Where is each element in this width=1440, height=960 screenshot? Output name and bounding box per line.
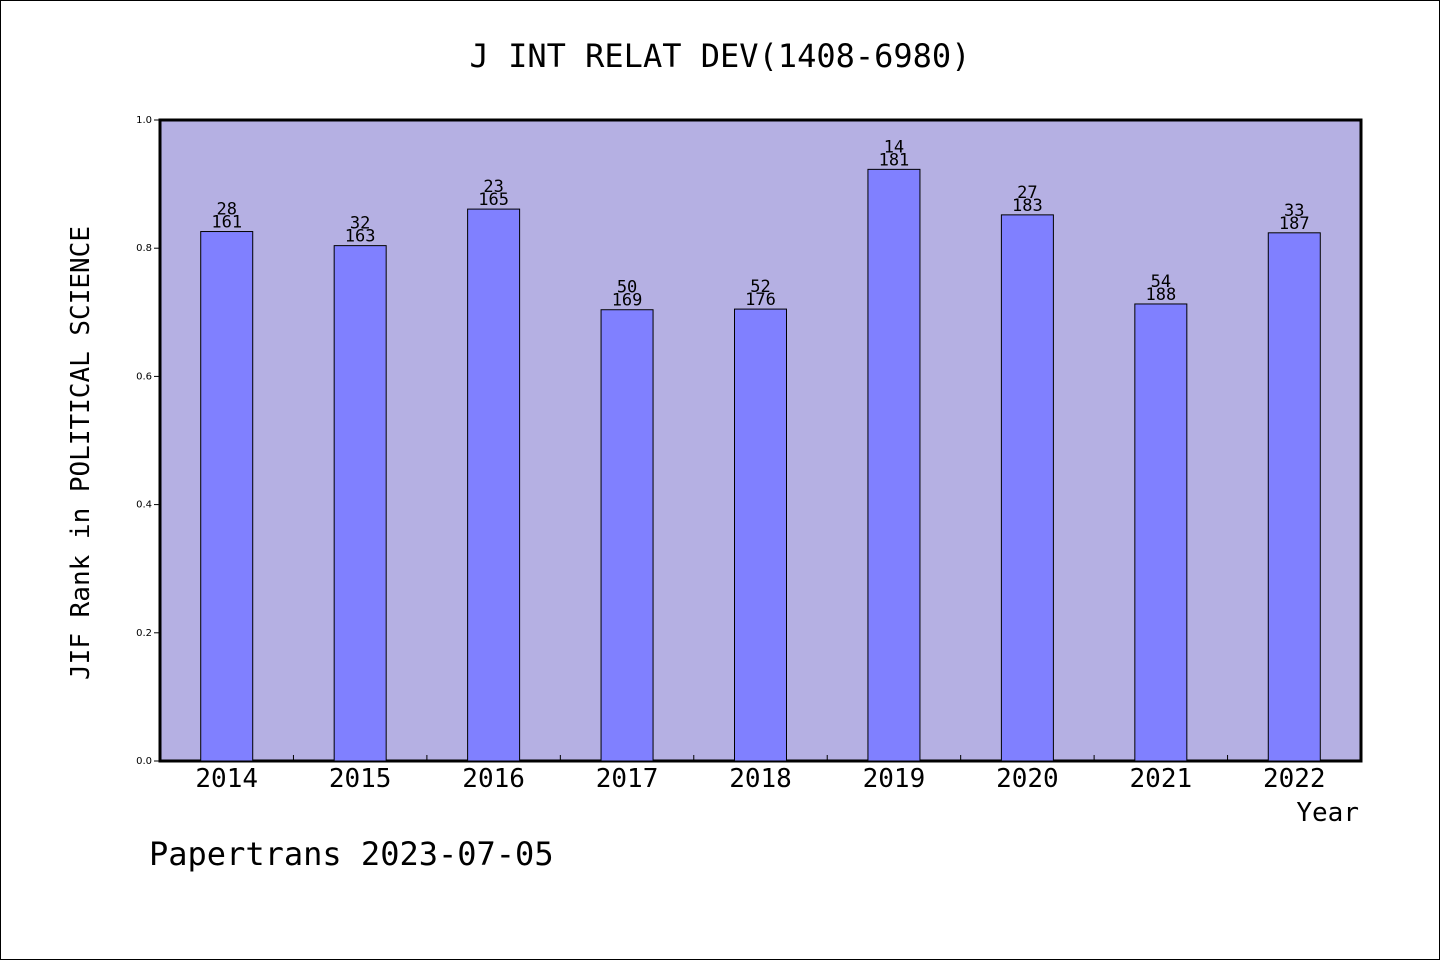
bar-2016 bbox=[467, 208, 521, 762]
x-axis-label: Year bbox=[1296, 798, 1359, 828]
bar-rank-label: 14 bbox=[884, 137, 904, 157]
y-axis: 0.0 0.2 0.4 0.6 0.8 1.0 bbox=[136, 115, 160, 767]
bar-2018 bbox=[734, 308, 787, 762]
bar-rank-label: 52 bbox=[750, 277, 770, 297]
x-tick-label: 2019 bbox=[863, 764, 926, 794]
bar-rank-label: 54 bbox=[1151, 272, 1171, 292]
y-tick-label: 0.6 bbox=[136, 371, 152, 382]
bar-series bbox=[200, 168, 1321, 762]
bar-total-label: 187 bbox=[1279, 214, 1310, 234]
bar-2014 bbox=[200, 231, 254, 762]
bar-total-label: 161 bbox=[211, 213, 242, 233]
footer-credit: Papertrans 2023-07-05 bbox=[149, 835, 554, 873]
x-tick-label: 2015 bbox=[329, 764, 392, 794]
bar-total-label: 163 bbox=[345, 227, 376, 247]
chart-title: J INT RELAT DEV(1408-6980) bbox=[470, 37, 971, 75]
bar-rank-label: 23 bbox=[483, 177, 503, 197]
bar-total-label: 176 bbox=[745, 290, 776, 310]
y-tick-label: 0.4 bbox=[136, 500, 152, 511]
bar-total-label: 165 bbox=[478, 190, 509, 210]
bar-total-label: 181 bbox=[879, 150, 910, 170]
y-tick-label: 0.8 bbox=[136, 243, 152, 254]
y-axis-label: JIF Rank in POLITICAL SCIENCE bbox=[66, 226, 96, 680]
bar-2020 bbox=[1000, 214, 1054, 762]
bar-rank-label: 28 bbox=[216, 200, 236, 220]
bar-rank-label: 27 bbox=[1017, 183, 1037, 203]
bar-2022 bbox=[1267, 232, 1321, 762]
bar-2021 bbox=[1134, 303, 1188, 762]
bar-rank-label: 32 bbox=[350, 214, 370, 234]
bar-total-label: 169 bbox=[612, 291, 643, 311]
x-tick-label: 2017 bbox=[596, 764, 659, 794]
bar-rank-label: 50 bbox=[617, 278, 637, 298]
x-axis: 2014 2015 2016 2017 2018 2019 2020 2021 2022 bbox=[195, 755, 1326, 794]
y-tick-label: 0.2 bbox=[136, 628, 152, 639]
y-tick-label: 1.0 bbox=[136, 115, 152, 126]
x-tick-label: 2020 bbox=[996, 764, 1059, 794]
x-tick-label: 2016 bbox=[462, 764, 525, 794]
x-tick-label: 2021 bbox=[1130, 764, 1193, 794]
x-tick-label: 2022 bbox=[1263, 764, 1326, 794]
x-tick-label: 2018 bbox=[729, 764, 792, 794]
x-tick-label: 2014 bbox=[195, 764, 258, 794]
bar-2017 bbox=[600, 309, 654, 762]
bar-total-label: 188 bbox=[1145, 285, 1176, 305]
y-tick-label: 0.0 bbox=[136, 756, 152, 767]
bar-rank-label: 33 bbox=[1284, 201, 1304, 221]
bar-2019 bbox=[867, 168, 921, 762]
bar-total-label: 183 bbox=[1012, 196, 1043, 216]
bar-2015 bbox=[333, 245, 387, 762]
